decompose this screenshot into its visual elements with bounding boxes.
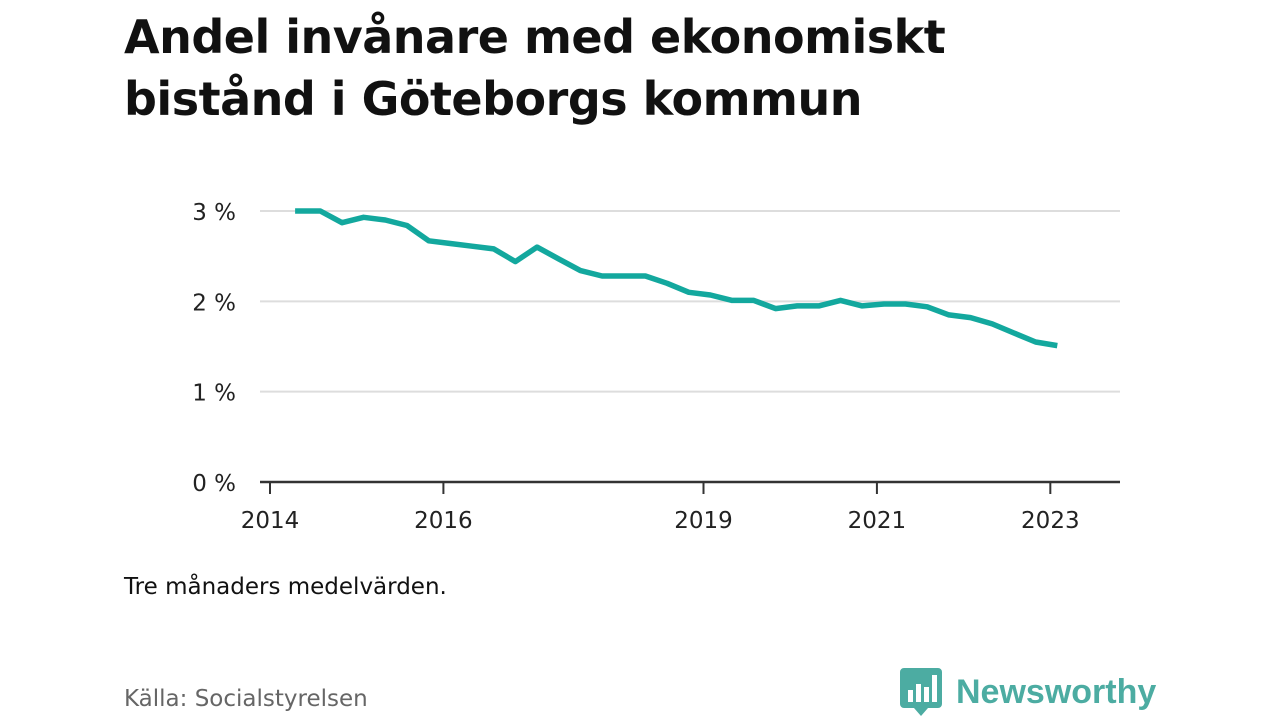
data-point bbox=[731, 299, 734, 302]
data-point bbox=[861, 304, 864, 307]
x-tick-label: 2016 bbox=[414, 508, 473, 534]
data-point bbox=[294, 210, 297, 213]
data-point bbox=[471, 245, 474, 248]
data-point bbox=[427, 239, 430, 242]
data-point bbox=[1012, 331, 1015, 334]
x-axis: 2014 2016 2019 2021 2023 bbox=[241, 480, 1120, 534]
chart-title: Andel invånare med ekonomiskt bistånd i … bbox=[124, 10, 946, 126]
grid-lines bbox=[260, 210, 1120, 393]
series-group bbox=[294, 208, 1059, 349]
y-tick-label: 2 % bbox=[192, 290, 236, 316]
line-chart: 0 % 1 % 2 % 3 % 2014 2016 2019 2021 2023 bbox=[192, 200, 1120, 534]
x-tick-label: 2019 bbox=[674, 508, 733, 534]
data-point bbox=[687, 291, 690, 294]
chart-note: Tre månaders medelvärden. bbox=[124, 574, 447, 600]
data-point bbox=[340, 221, 343, 224]
brand-name: Newsworthy bbox=[956, 672, 1157, 711]
data-point bbox=[601, 275, 604, 278]
bar-chart-speech-icon bbox=[900, 668, 942, 716]
data-point bbox=[514, 260, 517, 263]
x-tick-label: 2023 bbox=[1021, 508, 1080, 534]
data-point bbox=[1056, 344, 1059, 347]
data-point bbox=[492, 247, 495, 250]
data-point bbox=[384, 219, 387, 222]
y-tick-label: 3 % bbox=[192, 200, 236, 226]
data-point bbox=[644, 275, 647, 278]
brand-logo: Newsworthy bbox=[900, 668, 1156, 716]
data-point bbox=[796, 304, 799, 307]
data-point bbox=[947, 313, 950, 316]
data-point bbox=[1034, 340, 1037, 343]
data-point bbox=[839, 299, 842, 302]
data-point bbox=[319, 210, 322, 213]
y-tick-label: 0 % bbox=[192, 471, 236, 497]
data-point bbox=[752, 299, 755, 302]
data-point bbox=[709, 294, 712, 297]
x-tick-label: 2021 bbox=[848, 508, 907, 534]
data-point bbox=[991, 322, 994, 325]
data-point bbox=[536, 246, 539, 249]
data-point bbox=[362, 216, 365, 219]
data-point bbox=[817, 304, 820, 307]
data-point bbox=[405, 224, 408, 227]
data-point bbox=[557, 257, 560, 260]
source-credit: Källa: Socialstyrelsen bbox=[124, 686, 368, 712]
data-point bbox=[666, 282, 669, 285]
data-point bbox=[926, 305, 929, 308]
series-line bbox=[295, 208, 1058, 349]
data-point bbox=[882, 303, 885, 306]
data-point bbox=[449, 242, 452, 245]
data-point bbox=[579, 269, 582, 272]
x-tick-label: 2014 bbox=[241, 508, 300, 534]
data-point bbox=[622, 275, 625, 278]
data-point bbox=[774, 307, 777, 310]
data-point bbox=[969, 316, 972, 319]
data-point bbox=[904, 303, 907, 306]
y-axis-ticks: 0 % 1 % 2 % 3 % bbox=[192, 200, 236, 497]
y-tick-label: 1 % bbox=[192, 381, 236, 407]
